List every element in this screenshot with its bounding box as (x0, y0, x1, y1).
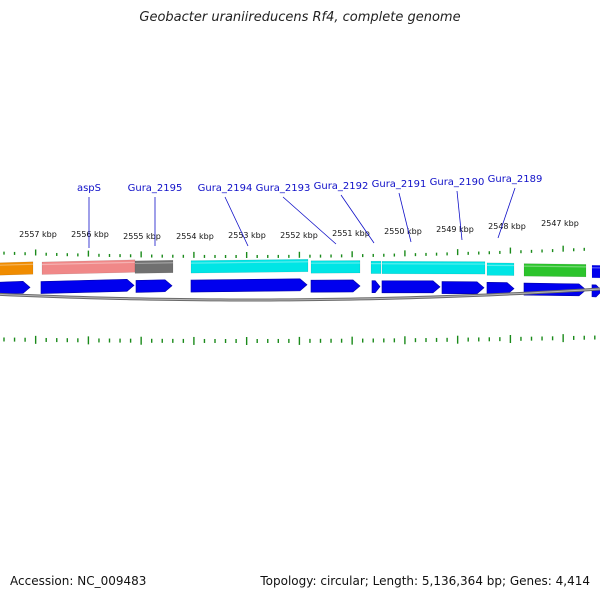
kbp-label: 2554 kbp (176, 232, 214, 241)
cds-arrow (486, 282, 515, 295)
cds-arrow (381, 280, 441, 294)
cds-arrow (371, 280, 381, 293)
gene-label-layer: aspS Gura_2195 Gura_2194 Gura_2193 Gura_2192… (77, 174, 542, 248)
kbp-label: 2552 kbp (280, 231, 318, 240)
kbp-label: 2555 kbp (123, 232, 161, 241)
gene-label: Gura_2189 (488, 174, 543, 185)
feature-block (486, 262, 515, 276)
gene-label: Gura_2192 (314, 181, 369, 192)
kbp-scale-labels: 2557 kbp 2556 kbp 2555 kbp 2554 kbp 2553 kbp… (19, 219, 579, 241)
outer-tick-track (3, 245, 585, 258)
gene-leader-line (340, 194, 375, 244)
cds-arrow (190, 278, 308, 293)
genome-backbone (0, 287, 600, 302)
kbp-label: 2549 kbp (436, 225, 474, 234)
feature-track (0, 259, 600, 279)
topology-value: Topology: circular; Length: 5,136,364 bp… (260, 574, 590, 588)
gene-label: Gura_2193 (256, 183, 311, 194)
feature-highlight (41, 261, 136, 266)
kbp-label: 2557 kbp (19, 230, 57, 239)
kbp-label: 2548 kbp (488, 222, 526, 231)
gene-label: aspS (77, 183, 101, 194)
gene-label: Gura_2190 (430, 177, 485, 188)
gene-label: Gura_2194 (198, 183, 253, 194)
feature-block (523, 263, 587, 278)
feature-highlight (134, 262, 174, 265)
cds-arrow (135, 279, 173, 293)
gene-label: Gura_2191 (372, 179, 427, 190)
backbone-highlight (0, 288, 600, 301)
map-title: Geobacter uraniireducens Rf4, complete g… (139, 10, 461, 25)
accession-text: Accession: NC_009483 (10, 574, 147, 588)
cds-arrow (0, 281, 31, 295)
feature-highlight (523, 265, 587, 268)
gene-label: Gura_2195 (128, 183, 183, 194)
feature-highlight (190, 261, 309, 264)
gene-leader-line (497, 187, 516, 239)
feature-block (190, 259, 309, 274)
kbp-label: 2547 kbp (541, 219, 579, 228)
inner-tick-track (3, 334, 596, 345)
gene-leader-line (224, 196, 249, 247)
topology-text: Topology: circular; Length: 5,136,364 bp… (260, 574, 590, 588)
feature-block (591, 265, 600, 279)
feature-block (0, 261, 34, 276)
gene-leader-line (456, 190, 463, 241)
feature-block (41, 259, 136, 275)
kbp-label: 2556 kbp (71, 230, 109, 239)
feature-highlight (0, 263, 34, 266)
feature-block (310, 260, 361, 274)
cds-arrow (310, 279, 361, 293)
kbp-label: 2550 kbp (384, 227, 422, 236)
feature-block (370, 260, 382, 274)
cds-arrow (441, 281, 485, 295)
feature-block (134, 259, 174, 274)
cds-arrow (40, 279, 135, 294)
gene-leader-line (282, 196, 337, 245)
feature-block (381, 261, 486, 275)
gene-leader-line (398, 192, 412, 243)
kbp-label: 2553 kbp (228, 231, 266, 240)
kbp-label: 2551 kbp (332, 229, 370, 238)
